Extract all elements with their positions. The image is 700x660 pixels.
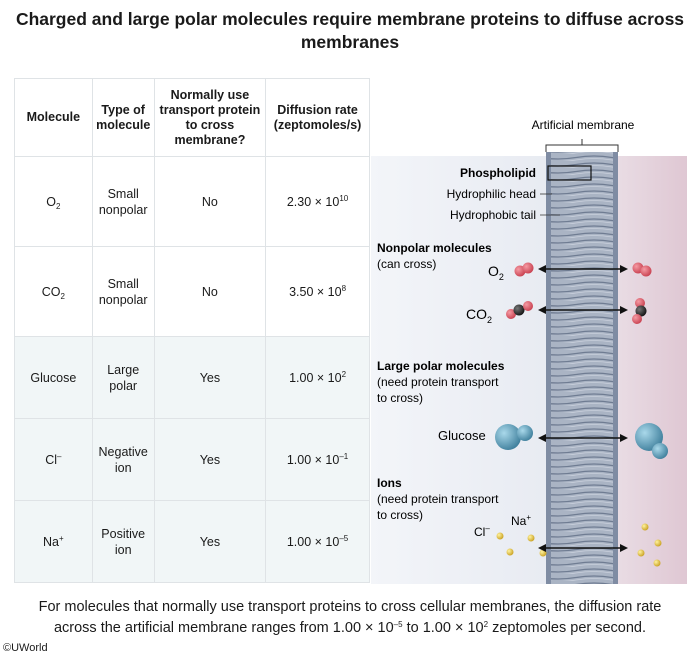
table-header-row: Molecule Type of molecule Normally use t…: [14, 78, 370, 157]
phospholipid-label: Phospholipid: [460, 166, 536, 180]
caption-line2: across the artificial membrane ranges fr…: [53, 620, 647, 636]
header-transport: Normally use transport protein to cross …: [153, 78, 267, 157]
cell-type: Large polar: [91, 336, 155, 419]
diagram-background: [371, 156, 687, 584]
table-row-na: Na+ Positive ion Yes 1.00 × 10–5: [14, 500, 370, 583]
polar-subtitle-line1: (need protein transport: [377, 375, 499, 389]
cell-type: Small nonpolar: [91, 156, 155, 247]
diffusion-table: Molecule Type of molecule Normally use t…: [14, 78, 370, 583]
cell-rate: 2.30 × 1010: [265, 156, 370, 247]
cell-transport: No: [153, 246, 267, 337]
glucose-molecule-right: [635, 423, 668, 459]
nonpolar-title: Nonpolar molecules: [377, 241, 492, 255]
o2-molecule-right: [632, 262, 652, 277]
copyright: ©UWorld: [3, 642, 48, 654]
cell-molecule: O2: [14, 156, 93, 247]
cell-molecule: Na+: [14, 500, 93, 583]
glucose-label: Glucose: [438, 428, 486, 443]
co2-label: CO2: [466, 306, 492, 325]
table-row-glucose: Glucose Large polar Yes 1.00 × 102: [14, 336, 370, 419]
cell-transport: Yes: [153, 336, 267, 419]
co2-molecule-right: [632, 298, 647, 324]
ions-right: [637, 523, 662, 567]
hydrophilic-head-label: Hydrophilic head: [447, 187, 536, 201]
o2-label: O2: [488, 263, 504, 282]
cell-transport: Yes: [153, 500, 267, 583]
lipid-bilayer: [546, 152, 618, 584]
membrane-bracket: [545, 139, 619, 152]
cell-molecule: Glucose: [14, 336, 93, 419]
cell-type: Small nonpolar: [91, 246, 155, 337]
cell-transport: Yes: [153, 418, 267, 501]
table-row-cl: Cl– Negative ion Yes 1.00 × 10–1: [14, 418, 370, 501]
figure-title: Charged and large polar molecules requir…: [15, 9, 685, 52]
header-type: Type of molecule: [91, 78, 155, 157]
polar-subtitle-line2: to cross): [377, 391, 423, 405]
nonpolar-subtitle: (can cross): [377, 257, 436, 271]
ions-title: Ions: [377, 476, 402, 490]
cell-type: Negative ion: [91, 418, 155, 501]
header-molecule: Molecule: [14, 78, 93, 157]
ions-subtitle-line2: to cross): [377, 508, 423, 522]
o2-molecule-left: [514, 262, 534, 277]
cell-molecule: Cl–: [14, 418, 93, 501]
table-row-o2: O2 Small nonpolar No 2.30 × 1010: [14, 156, 370, 247]
ions-subtitle-line1: (need protein transport: [377, 492, 499, 506]
table-row-co2: CO2 Small nonpolar No 3.50 × 108: [14, 246, 370, 337]
co2-molecule-left: [506, 301, 533, 319]
cl-label: Cl–: [474, 524, 490, 539]
cell-rate: 1.00 × 10–1: [265, 418, 370, 501]
na-label: Na+: [511, 513, 531, 528]
caption: For molecules that normally use transpor…: [0, 597, 700, 639]
cell-type: Positive ion: [91, 500, 155, 583]
cell-rate: 3.50 × 108: [265, 246, 370, 337]
cell-rate: 1.00 × 10–5: [265, 500, 370, 583]
cell-molecule: CO2: [14, 246, 93, 337]
hydrophobic-tail-label: Hydrophobic tail: [450, 208, 536, 222]
membrane-label: Artificial membrane: [532, 118, 635, 132]
phospholipid-box: [547, 165, 592, 181]
glucose-molecule-left: [495, 424, 533, 450]
caption-line1: For molecules that normally use transpor…: [38, 599, 662, 615]
cell-rate: 1.00 × 102: [265, 336, 370, 419]
polar-title: Large polar molecules: [377, 359, 505, 373]
